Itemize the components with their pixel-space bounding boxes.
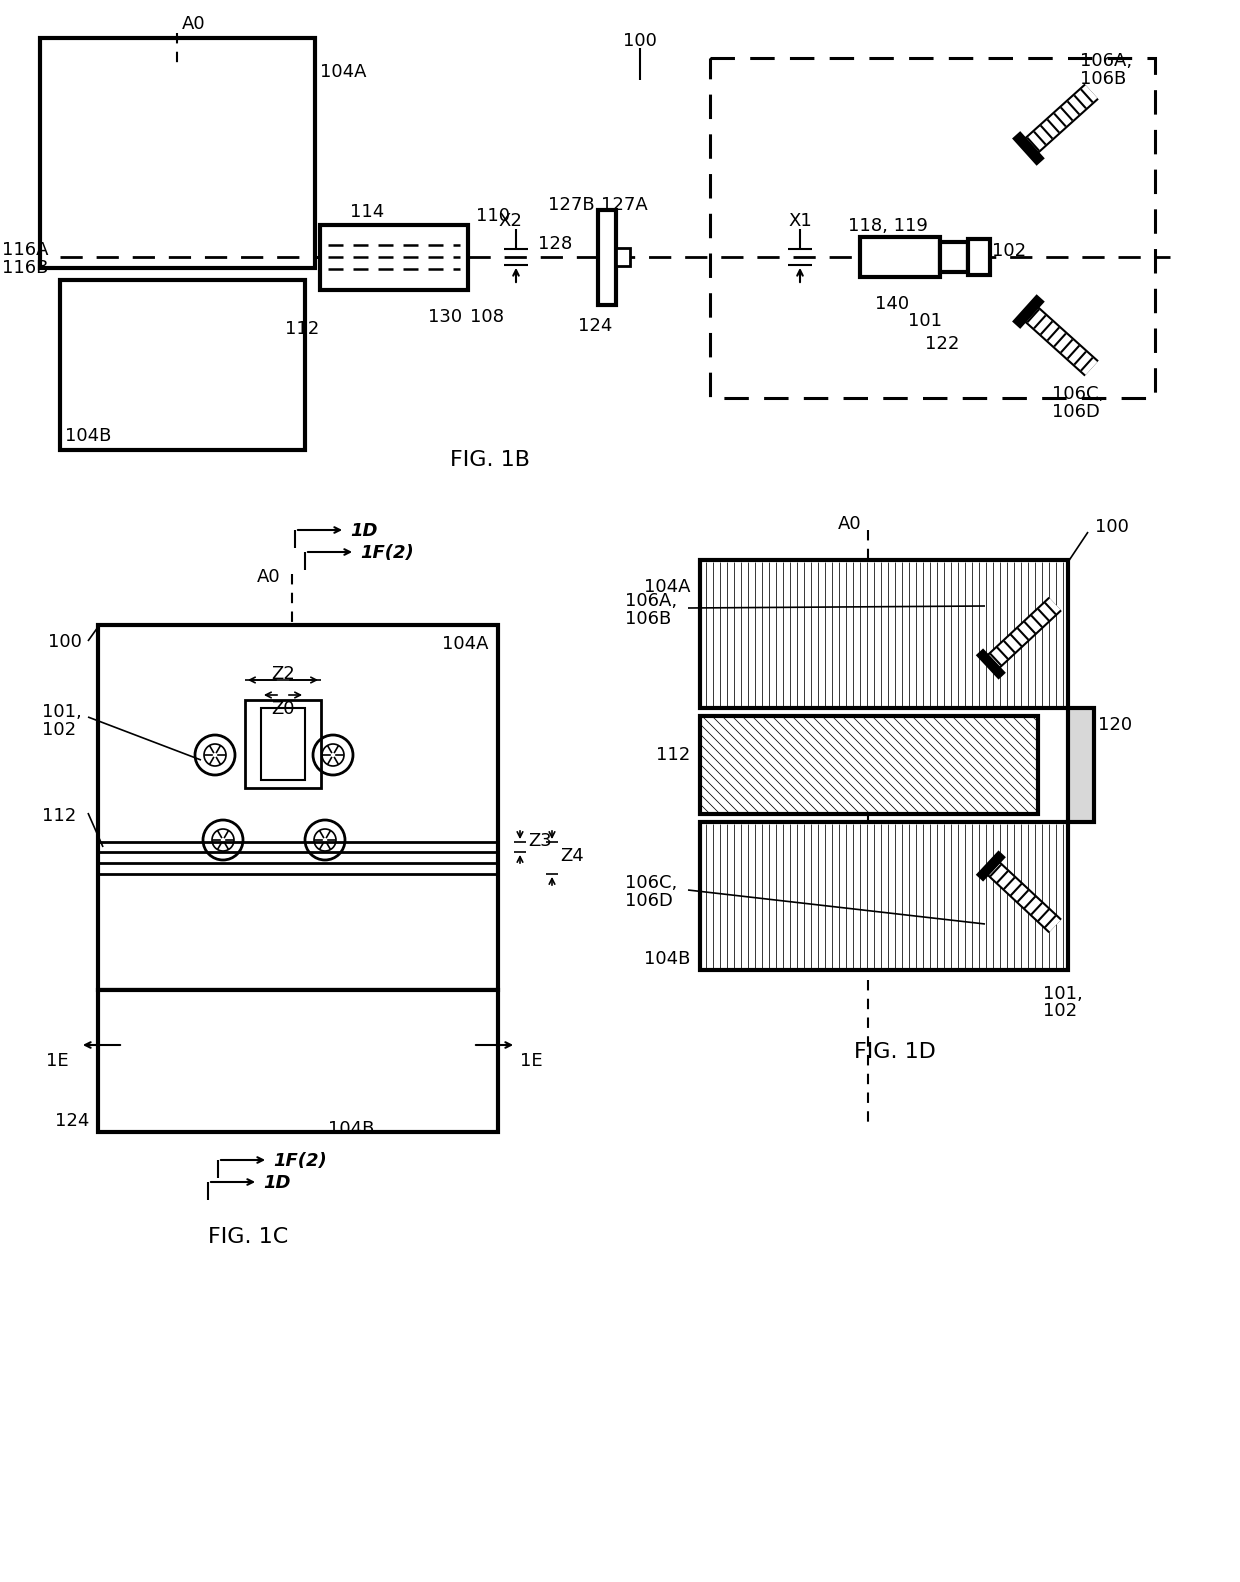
Text: 104B: 104B [644,951,689,968]
Text: 124: 124 [55,1112,89,1130]
Text: X1: X1 [787,212,812,229]
Bar [1068,709,1094,823]
Text: 140: 140 [875,294,909,313]
Text: 106A,: 106A, [1080,52,1132,70]
Text: 106D: 106D [1052,403,1100,421]
Text: 106B: 106B [1080,70,1126,89]
Bar [940,242,968,272]
Text: X2: X2 [498,212,522,229]
Text: 114: 114 [350,202,384,221]
Bar [711,59,1154,399]
Text: 100: 100 [1095,517,1128,536]
Text: 106D: 106D [625,892,673,910]
Text: Z0: Z0 [272,699,295,718]
Text: 124: 124 [578,316,613,335]
Text: 118, 119: 118, 119 [848,217,928,236]
Text: 1E: 1E [520,1052,543,1069]
Bar [701,560,1068,709]
Text: 1D: 1D [350,522,377,539]
Text: FIG. 1C: FIG. 1C [208,1228,288,1247]
Text: FIG. 1D: FIG. 1D [854,1043,936,1062]
Bar [320,225,467,290]
Text: 112: 112 [285,320,319,339]
Text: A0: A0 [838,516,862,533]
Bar [968,239,990,275]
Text: 104A: 104A [644,577,689,596]
Text: A0: A0 [182,14,206,33]
Text: A0: A0 [257,568,280,585]
Text: Z4: Z4 [560,846,584,865]
Text: 100: 100 [622,32,657,51]
Text: 108: 108 [470,308,503,326]
Bar [861,237,940,277]
Bar [246,699,321,788]
Text: 110: 110 [476,207,510,225]
Text: 106A,: 106A, [625,592,677,611]
Bar [260,709,305,780]
Text: 1D: 1D [263,1174,290,1191]
Bar [98,625,498,990]
Bar [40,38,315,267]
Text: 106B: 106B [625,611,671,628]
Text: 1F(2): 1F(2) [360,544,414,562]
Text: 120: 120 [1097,717,1132,734]
Text: 106C,: 106C, [1052,384,1105,403]
Text: Z2: Z2 [272,664,295,683]
Text: 106C,: 106C, [625,873,677,892]
Bar [701,717,1038,815]
Text: 100: 100 [48,633,82,652]
Text: 102: 102 [992,242,1027,259]
Text: 101,: 101, [42,702,82,721]
Bar [98,990,498,1133]
Text: 101: 101 [908,312,942,331]
Text: 102: 102 [42,721,76,739]
Bar [60,280,305,449]
Text: 1F(2): 1F(2) [273,1152,327,1171]
Text: 130: 130 [428,308,463,326]
Text: 116A: 116A [2,240,48,259]
Text: 1E: 1E [46,1052,68,1069]
Text: 104B: 104B [329,1120,374,1137]
Text: 104A: 104A [320,63,367,81]
Text: 127B: 127B [548,196,595,214]
Bar [598,210,616,305]
Text: 127A: 127A [601,196,647,214]
Text: 128: 128 [538,236,572,253]
Text: 112: 112 [656,747,689,764]
Text: 104B: 104B [64,427,112,445]
Text: 101,: 101, [1043,986,1083,1003]
Text: FIG. 1B: FIG. 1B [450,449,529,470]
Text: 122: 122 [925,335,960,353]
Bar [616,248,630,266]
Text: 116B: 116B [2,259,48,277]
Text: 112: 112 [42,807,76,824]
Bar [701,823,1068,970]
Text: 102: 102 [1043,1001,1078,1020]
Text: Z3: Z3 [528,832,552,850]
Text: 104A: 104A [441,634,489,653]
